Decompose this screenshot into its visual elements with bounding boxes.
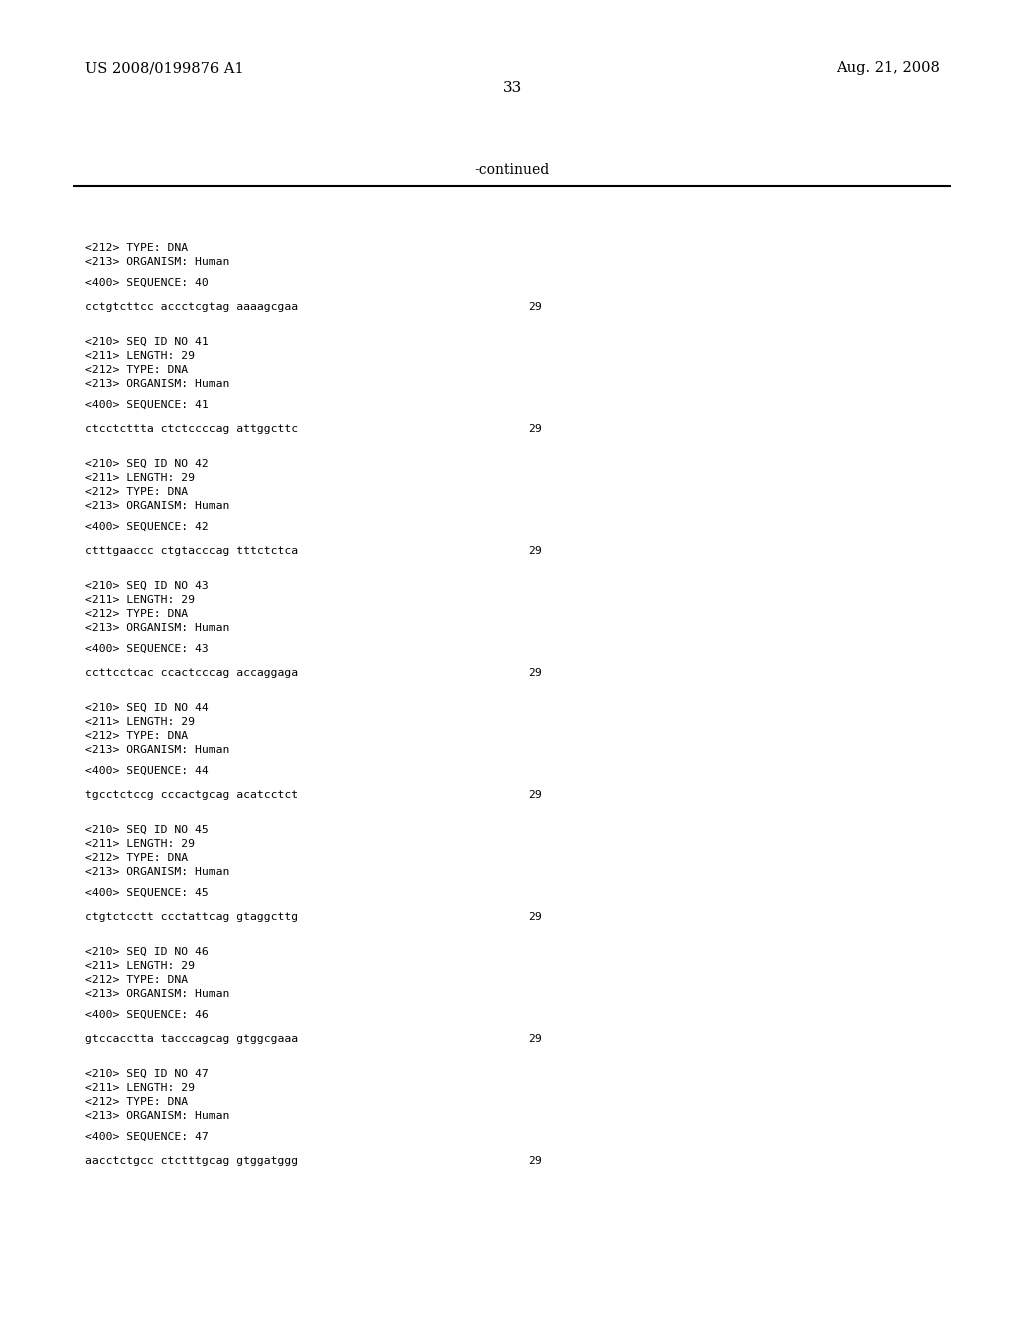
Text: <211> LENGTH: 29: <211> LENGTH: 29 [85, 961, 195, 972]
Text: <212> TYPE: DNA: <212> TYPE: DNA [85, 243, 188, 253]
Text: <213> ORGANISM: Human: <213> ORGANISM: Human [85, 623, 229, 634]
Text: <210> SEQ ID NO 47: <210> SEQ ID NO 47 [85, 1069, 209, 1078]
Text: 29: 29 [528, 424, 542, 434]
Text: ctgtctcctt ccctattcag gtaggcttg: ctgtctcctt ccctattcag gtaggcttg [85, 912, 298, 921]
Text: <400> SEQUENCE: 46: <400> SEQUENCE: 46 [85, 1010, 209, 1020]
Text: 33: 33 [503, 81, 521, 95]
Text: 29: 29 [528, 546, 542, 556]
Text: 29: 29 [528, 789, 542, 800]
Text: <400> SEQUENCE: 42: <400> SEQUENCE: 42 [85, 521, 209, 532]
Text: <210> SEQ ID NO 43: <210> SEQ ID NO 43 [85, 581, 209, 591]
Text: cctgtcttcc accctcgtag aaaagcgaa: cctgtcttcc accctcgtag aaaagcgaa [85, 302, 298, 312]
Text: <210> SEQ ID NO 42: <210> SEQ ID NO 42 [85, 459, 209, 469]
Text: tgcctctccg cccactgcag acatcctct: tgcctctccg cccactgcag acatcctct [85, 789, 298, 800]
Text: <400> SEQUENCE: 41: <400> SEQUENCE: 41 [85, 400, 209, 411]
Text: aacctctgcc ctctttgcag gtggatggg: aacctctgcc ctctttgcag gtggatggg [85, 1156, 298, 1166]
Text: <213> ORGANISM: Human: <213> ORGANISM: Human [85, 379, 229, 389]
Text: <213> ORGANISM: Human: <213> ORGANISM: Human [85, 867, 229, 876]
Text: 29: 29 [528, 1034, 542, 1044]
Text: <400> SEQUENCE: 47: <400> SEQUENCE: 47 [85, 1133, 209, 1142]
Text: Aug. 21, 2008: Aug. 21, 2008 [837, 61, 940, 75]
Text: <213> ORGANISM: Human: <213> ORGANISM: Human [85, 989, 229, 999]
Text: gtccacctta tacccagcag gtggcgaaa: gtccacctta tacccagcag gtggcgaaa [85, 1034, 298, 1044]
Text: ctttgaaccc ctgtacccag tttctctca: ctttgaaccc ctgtacccag tttctctca [85, 546, 298, 556]
Text: <212> TYPE: DNA: <212> TYPE: DNA [85, 731, 188, 741]
Text: <210> SEQ ID NO 41: <210> SEQ ID NO 41 [85, 337, 209, 347]
Text: <211> LENGTH: 29: <211> LENGTH: 29 [85, 717, 195, 727]
Text: <212> TYPE: DNA: <212> TYPE: DNA [85, 609, 188, 619]
Text: <210> SEQ ID NO 44: <210> SEQ ID NO 44 [85, 704, 209, 713]
Text: US 2008/0199876 A1: US 2008/0199876 A1 [85, 61, 244, 75]
Text: <213> ORGANISM: Human: <213> ORGANISM: Human [85, 257, 229, 267]
Text: <211> LENGTH: 29: <211> LENGTH: 29 [85, 840, 195, 849]
Text: <212> TYPE: DNA: <212> TYPE: DNA [85, 975, 188, 985]
Text: <211> LENGTH: 29: <211> LENGTH: 29 [85, 351, 195, 360]
Text: <210> SEQ ID NO 46: <210> SEQ ID NO 46 [85, 946, 209, 957]
Text: <213> ORGANISM: Human: <213> ORGANISM: Human [85, 1111, 229, 1121]
Text: ccttcctcac ccactcccag accaggaga: ccttcctcac ccactcccag accaggaga [85, 668, 298, 678]
Text: <213> ORGANISM: Human: <213> ORGANISM: Human [85, 744, 229, 755]
Text: <210> SEQ ID NO 45: <210> SEQ ID NO 45 [85, 825, 209, 836]
Text: <212> TYPE: DNA: <212> TYPE: DNA [85, 366, 188, 375]
Text: ctcctcttta ctctccccag attggcttc: ctcctcttta ctctccccag attggcttc [85, 424, 298, 434]
Text: <212> TYPE: DNA: <212> TYPE: DNA [85, 853, 188, 863]
Text: 29: 29 [528, 668, 542, 678]
Text: <400> SEQUENCE: 43: <400> SEQUENCE: 43 [85, 644, 209, 653]
Text: <400> SEQUENCE: 40: <400> SEQUENCE: 40 [85, 279, 209, 288]
Text: <400> SEQUENCE: 44: <400> SEQUENCE: 44 [85, 766, 209, 776]
Text: <211> LENGTH: 29: <211> LENGTH: 29 [85, 1082, 195, 1093]
Text: -continued: -continued [474, 162, 550, 177]
Text: <400> SEQUENCE: 45: <400> SEQUENCE: 45 [85, 888, 209, 898]
Text: 29: 29 [528, 1156, 542, 1166]
Text: <213> ORGANISM: Human: <213> ORGANISM: Human [85, 502, 229, 511]
Text: 29: 29 [528, 302, 542, 312]
Text: 29: 29 [528, 912, 542, 921]
Text: <211> LENGTH: 29: <211> LENGTH: 29 [85, 473, 195, 483]
Text: <212> TYPE: DNA: <212> TYPE: DNA [85, 487, 188, 498]
Text: <212> TYPE: DNA: <212> TYPE: DNA [85, 1097, 188, 1107]
Text: <211> LENGTH: 29: <211> LENGTH: 29 [85, 595, 195, 605]
